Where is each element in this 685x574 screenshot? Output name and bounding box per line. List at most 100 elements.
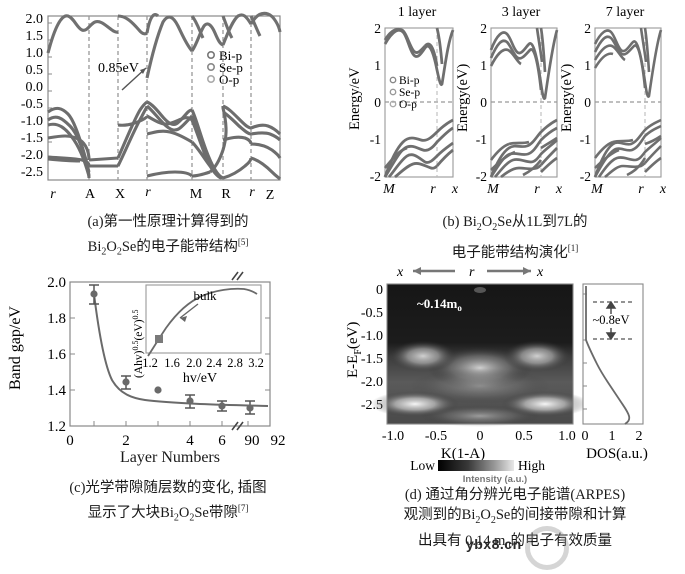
- xtick: r: [534, 182, 540, 197]
- panel-c-plot: Band gap/eV 2.0 1.8 1.6 1.4 1.2: [7, 271, 286, 449]
- formula-sub: 2: [475, 514, 481, 526]
- ytick: 2.0: [47, 275, 66, 291]
- ytick: 1.0: [26, 46, 44, 61]
- legend-marker-icon: [207, 50, 216, 59]
- citation-ref: [5]: [237, 237, 249, 247]
- caption-text: 观测到的Bi: [403, 507, 476, 523]
- formula-sub: 2: [476, 221, 482, 233]
- ylabel-1layer: Energy/eV: [347, 67, 363, 130]
- formula-sub: 2: [189, 512, 195, 524]
- legend-label-bi-p: Bi-p: [399, 75, 420, 87]
- panel-d-dos-plot: ~0.8eV 0 1 2 DOS(a.u.): [582, 283, 648, 462]
- dos-curve: [585, 286, 631, 425]
- inset-ylabel: (Ahv)0.5(eV)0.5: [131, 309, 145, 378]
- caption-text: Se带隙: [194, 504, 238, 521]
- top-axis-label-right: x: [536, 265, 544, 280]
- colorbar-low-label: Low: [410, 458, 435, 473]
- panel-a-caption-line2: Bi2O2Se的电子能带结构[5]: [8, 232, 328, 263]
- xtick: 1.0: [558, 429, 576, 444]
- panel-d-ylabel: E-EF(eV): [345, 322, 364, 378]
- panel-d-xticks: -1.0 -0.5 0 0.5 1.0: [382, 429, 576, 444]
- ytick: 0: [376, 283, 383, 298]
- ytick: 1.8: [47, 311, 66, 327]
- xtick: -0.5: [425, 429, 447, 444]
- panel-a-caption-line1: (a)第一性原理计算得到的: [87, 214, 249, 230]
- formula-sub: 2: [173, 512, 179, 524]
- top-axis-label-left: x: [396, 265, 404, 280]
- panel-c-ylabel: Band gap/eV: [7, 306, 24, 390]
- ytick: -0.5: [361, 306, 383, 321]
- citation-ref: [1]: [567, 242, 579, 253]
- inset-marker: [155, 335, 163, 343]
- panel-c-yticks: 2.0 1.8 1.6 1.4 1.2: [47, 275, 66, 435]
- xtick: M: [486, 182, 500, 197]
- xtick: x: [659, 182, 667, 197]
- panel-d-colorbar: Low High: [410, 458, 545, 473]
- watermark-logo-icon: [525, 526, 569, 570]
- panel-a-plot: 2.0 1.5 1.0 0.5 0.0 -0.5 -1.0 -1.5 -2.0 …: [21, 11, 282, 203]
- ylabel-3layer: Energy(eV): [455, 64, 471, 132]
- ytick: 0: [480, 95, 487, 110]
- ytick: -0.5: [21, 97, 43, 112]
- xtick: 0: [66, 433, 74, 449]
- caption-text: Se的电子能带结构: [121, 238, 238, 255]
- xtick: 2.8: [227, 356, 243, 370]
- inset-xlabel: hv/eV: [183, 371, 217, 386]
- caption-text: 出具有 0.14 m: [418, 532, 506, 549]
- legend-marker-icon: [389, 100, 397, 108]
- formula-sub: 0: [505, 540, 511, 552]
- legend-marker-icon: [207, 75, 216, 84]
- xtick: 2.4: [206, 356, 222, 370]
- xtick: 1: [609, 429, 616, 444]
- xtick: 2.0: [186, 356, 202, 370]
- axis-break-marks: [231, 271, 244, 431]
- subplot-title-7layer: 7 layer: [606, 5, 645, 20]
- panel-c-caption: (c)光学带隙随层数的变化, 插图 显示了大块Bi2O2Se带隙[7]: [8, 478, 328, 529]
- legend-marker-icon: [207, 62, 216, 71]
- caption-text: Se的间接带隙和计算: [495, 507, 627, 523]
- ytick: 1: [374, 58, 381, 73]
- panel-c-data-points: [90, 290, 254, 412]
- xtick: 1.6: [164, 356, 180, 370]
- panel-a-yticks: 2.0 1.5 1.0 0.5 0.0 -0.5 -1.0 -1.5 -2.0 …: [21, 12, 43, 180]
- ytick: -1: [580, 132, 591, 147]
- xtick: x: [451, 182, 459, 197]
- legend-marker-icon: [389, 88, 397, 96]
- panel-a-frame: [47, 15, 281, 181]
- ylabel-pre: E-E: [345, 355, 361, 378]
- top-axis-label-center: r: [469, 265, 475, 280]
- arrow-right-icon: [523, 267, 531, 275]
- ytick: -1.5: [21, 131, 43, 146]
- panel-b-subplot-3layer: Energy(eV) 2 1 0 -1 -2: [455, 21, 563, 197]
- xtick: r: [50, 187, 56, 202]
- ytick: 0: [374, 95, 381, 110]
- arrow-left-icon: [413, 267, 421, 275]
- dos-xlabel: DOS(a.u.): [586, 446, 648, 462]
- xtick: 2: [122, 433, 130, 449]
- ytick: 1.5: [26, 29, 44, 44]
- caption-text: (b) Bi: [442, 214, 477, 230]
- subplot-title-3layer: 3 layer: [502, 5, 541, 20]
- xtick: r: [638, 182, 644, 197]
- ylabel-7layer: Energy(eV): [559, 64, 575, 132]
- panel-d-plot: x r x E-EF(eV) 0 -0.5 -1.0 -1.5 -2.0 -2.…: [345, 265, 648, 473]
- inset-xticks: 1.2 1.6 2.0 2.4 2.8 3.2: [142, 356, 264, 370]
- ytick: -1.0: [21, 114, 43, 129]
- xtick: r: [145, 185, 151, 200]
- ytick: -1.5: [361, 352, 383, 367]
- xtick: 0: [477, 429, 484, 444]
- panel-a-legend: Bi-p Se-p O-p: [207, 48, 243, 87]
- effective-mass-annotation: ~0.14mo: [417, 296, 462, 313]
- xtick: Z: [266, 188, 275, 203]
- xtick: r: [249, 185, 255, 200]
- legend-label-se-p: Se-p: [399, 87, 420, 99]
- panel-d-heatmap: ~0.14mo: [371, 283, 589, 427]
- formula-o: O: [480, 507, 491, 523]
- xtick: 92: [271, 433, 286, 449]
- ytick: -1: [476, 132, 487, 147]
- panel-b-caption: (b) Bi2O2Se从1L到7L的 电子能带结构演化[1]: [355, 212, 675, 263]
- ytick: 1: [480, 58, 487, 73]
- ytick: -2: [476, 169, 487, 184]
- panel-d-yticks: 0 -0.5 -1.0 -1.5 -2.0 -2.5: [361, 283, 383, 413]
- legend-label-bi-p: Bi-p: [219, 48, 242, 63]
